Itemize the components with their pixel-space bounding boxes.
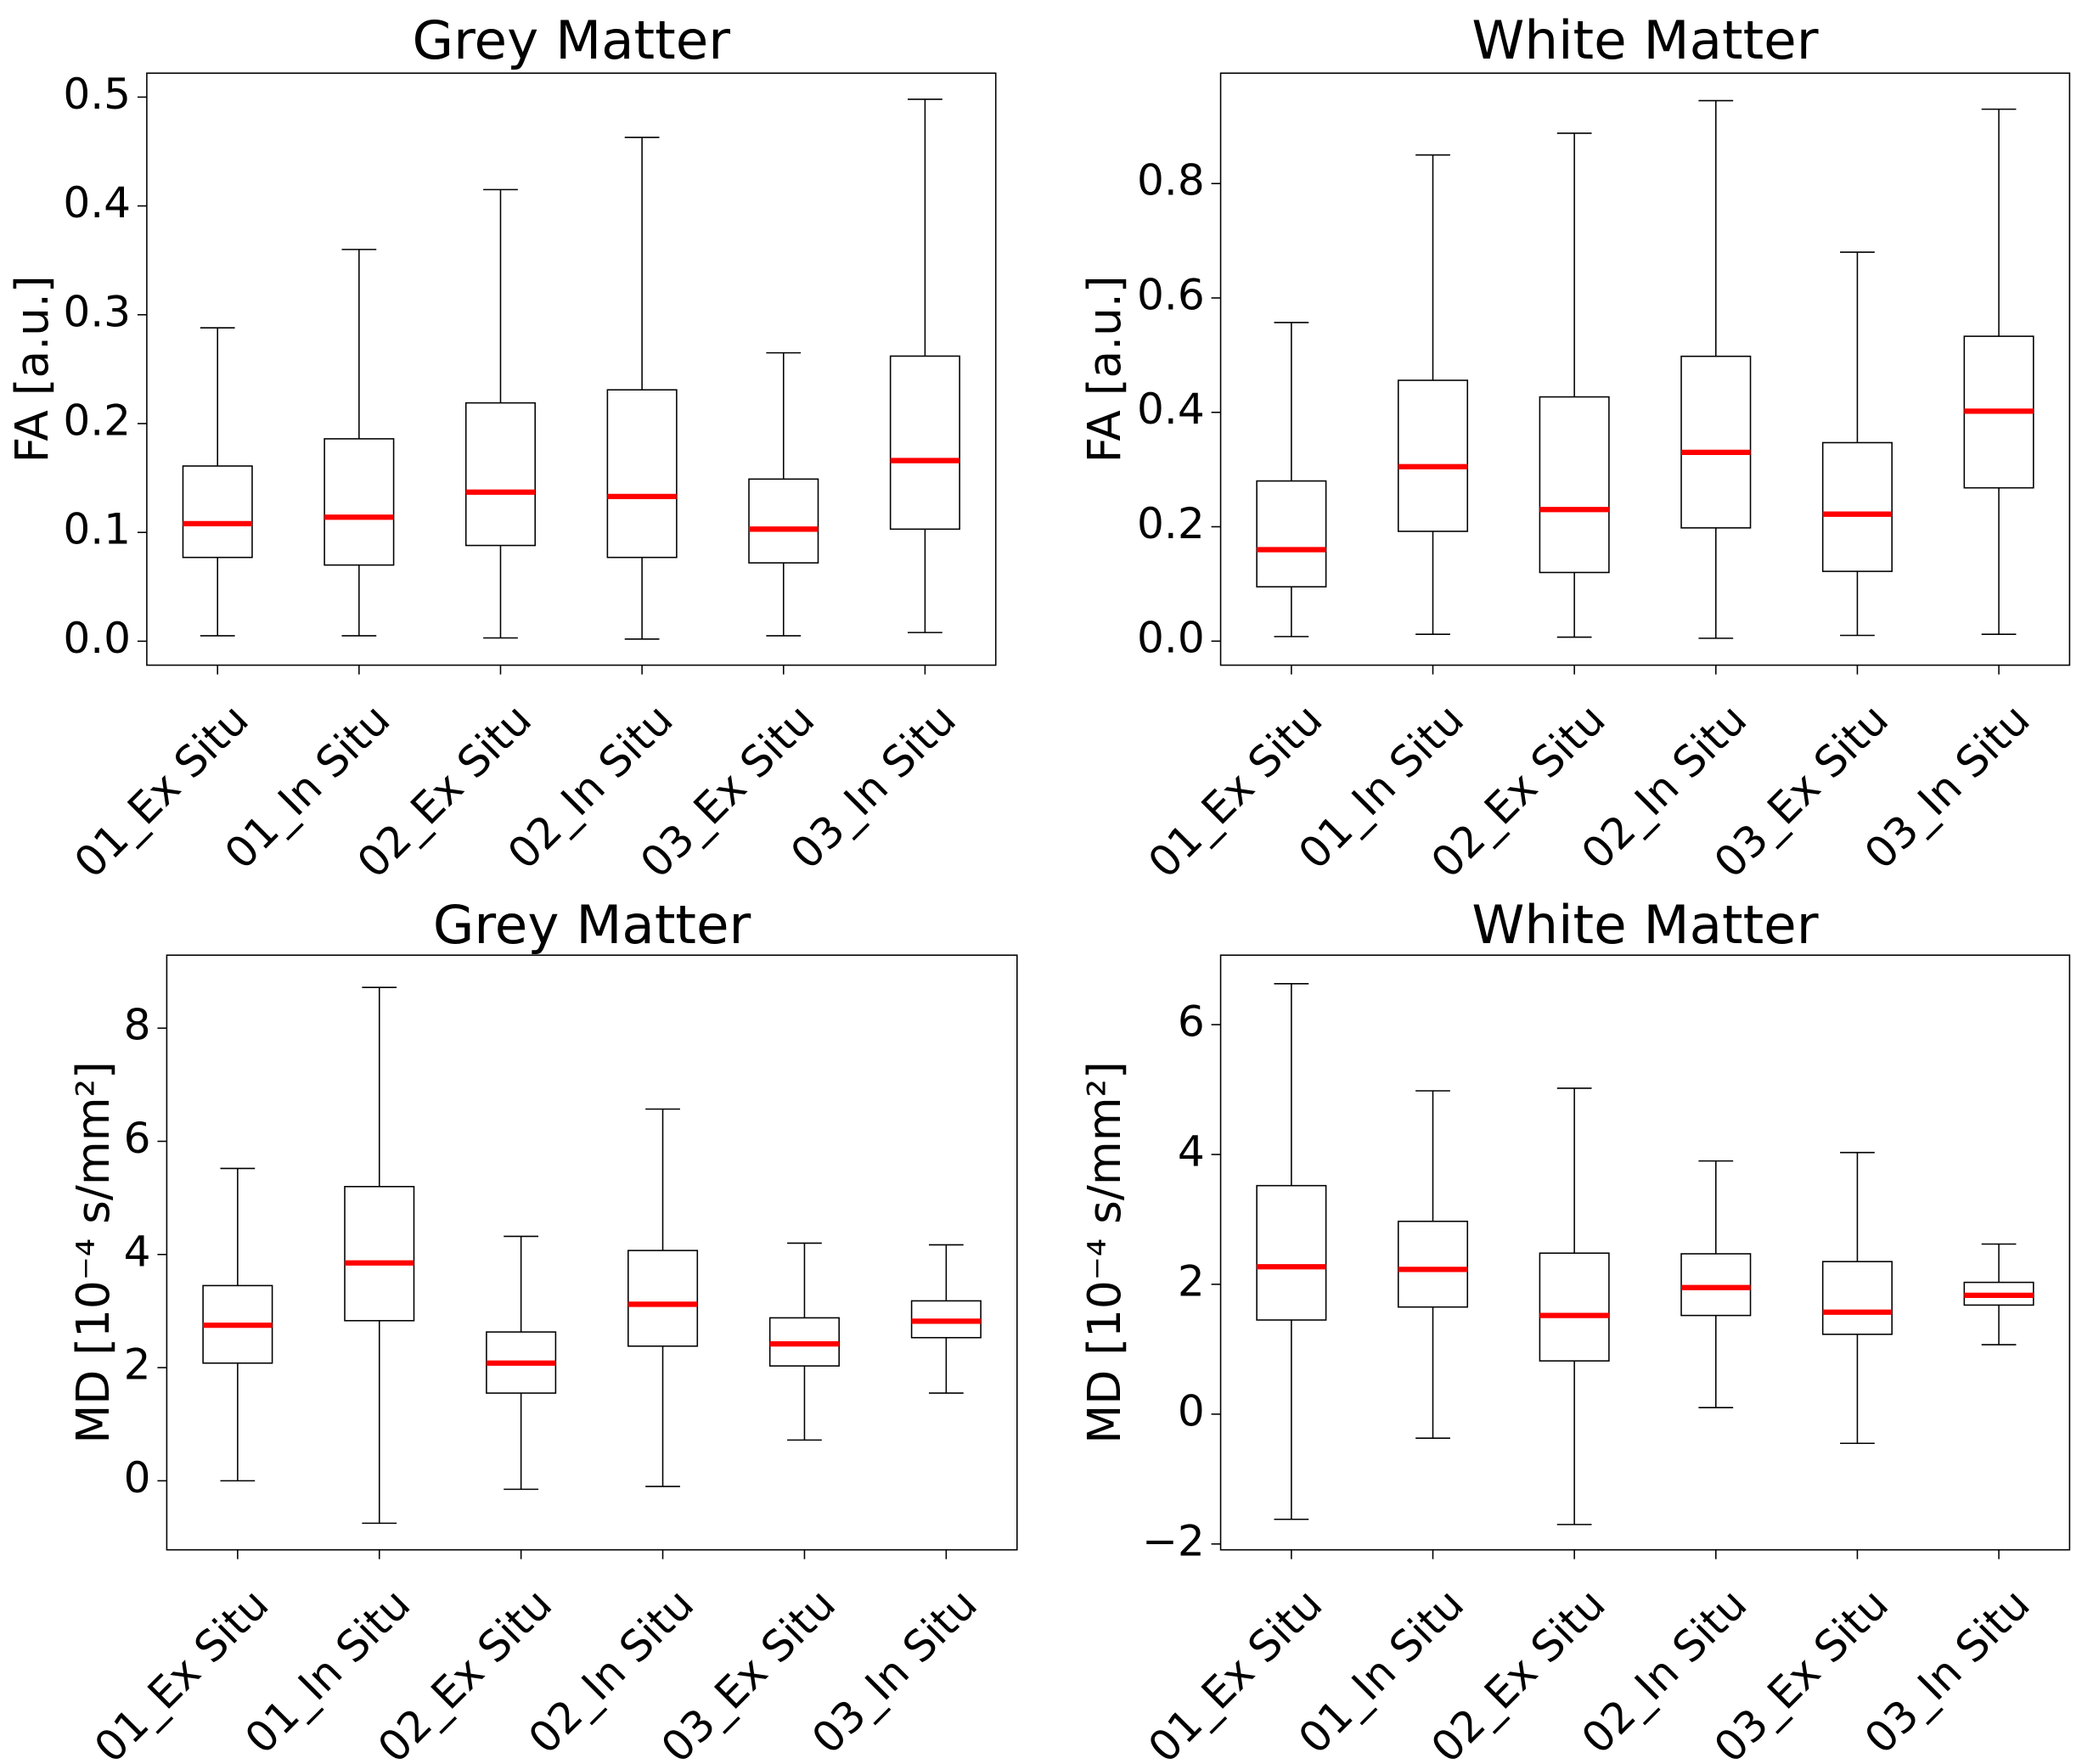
box [324, 438, 395, 566]
y-tick-label: −2 [1142, 1515, 1205, 1565]
box [1539, 1252, 1610, 1362]
box [889, 355, 960, 531]
y-axis-label: FA [a.u.] [1078, 275, 1131, 463]
y-tick-label: 4 [124, 1226, 151, 1276]
y-tick-label: 4 [1178, 1126, 1205, 1176]
y-tick-label: 0 [124, 1452, 151, 1503]
y-axis-label: FA [a.u.] [6, 275, 59, 463]
y-tick-label: 6 [1178, 997, 1205, 1047]
y-tick-label: 0.2 [1137, 498, 1205, 548]
plot-frame [1219, 72, 2071, 666]
y-tick-label: 0.5 [63, 69, 131, 119]
y-tick-label: 0.1 [63, 504, 131, 554]
box [1821, 441, 1893, 572]
chart-title: White Matter [1471, 9, 1818, 71]
x-tick-label: 01_Ex Situ [1139, 694, 1332, 888]
y-tick-label: 8 [124, 1000, 151, 1050]
y-tick-label: 6 [124, 1113, 151, 1163]
chart-title: Grey Matter [433, 894, 751, 956]
box [1397, 379, 1469, 532]
box [1256, 480, 1327, 588]
plot-frame [146, 72, 997, 666]
y-tick-label: 0.3 [63, 286, 131, 336]
plot-frame [1219, 954, 2071, 1551]
box [748, 478, 819, 564]
plot-frame [166, 954, 1018, 1551]
y-tick-label: 0.6 [1137, 269, 1205, 319]
box [1680, 1253, 1752, 1317]
box [1680, 355, 1752, 529]
y-axis-label: MD [10⁻⁴ s/mm²] [1078, 1061, 1131, 1443]
box [1539, 396, 1610, 574]
y-tick-label: 0.0 [63, 613, 131, 663]
y-tick-label: 0.4 [1137, 384, 1205, 434]
y-axis-label: MD [10⁻⁴ s/mm²] [67, 1061, 120, 1443]
y-tick-label: 0.2 [63, 395, 131, 445]
y-tick-label: 0.0 [1137, 613, 1205, 663]
box [464, 402, 537, 547]
box [344, 1186, 415, 1322]
y-tick-label: 2 [1178, 1256, 1205, 1306]
chart-title: Grey Matter [413, 9, 731, 71]
box [1397, 1220, 1469, 1308]
y-tick-label: 0.4 [63, 177, 131, 228]
x-tick-label: 01_Ex Situ [65, 694, 258, 888]
chart-title: White Matter [1471, 894, 1818, 956]
y-tick-label: 2 [124, 1340, 151, 1390]
y-tick-label: 0.8 [1137, 155, 1205, 205]
box [1821, 1261, 1893, 1335]
y-tick-label: 0 [1178, 1385, 1205, 1435]
box [182, 465, 253, 559]
box [627, 1250, 699, 1347]
box [606, 389, 678, 559]
box [1256, 1184, 1327, 1321]
